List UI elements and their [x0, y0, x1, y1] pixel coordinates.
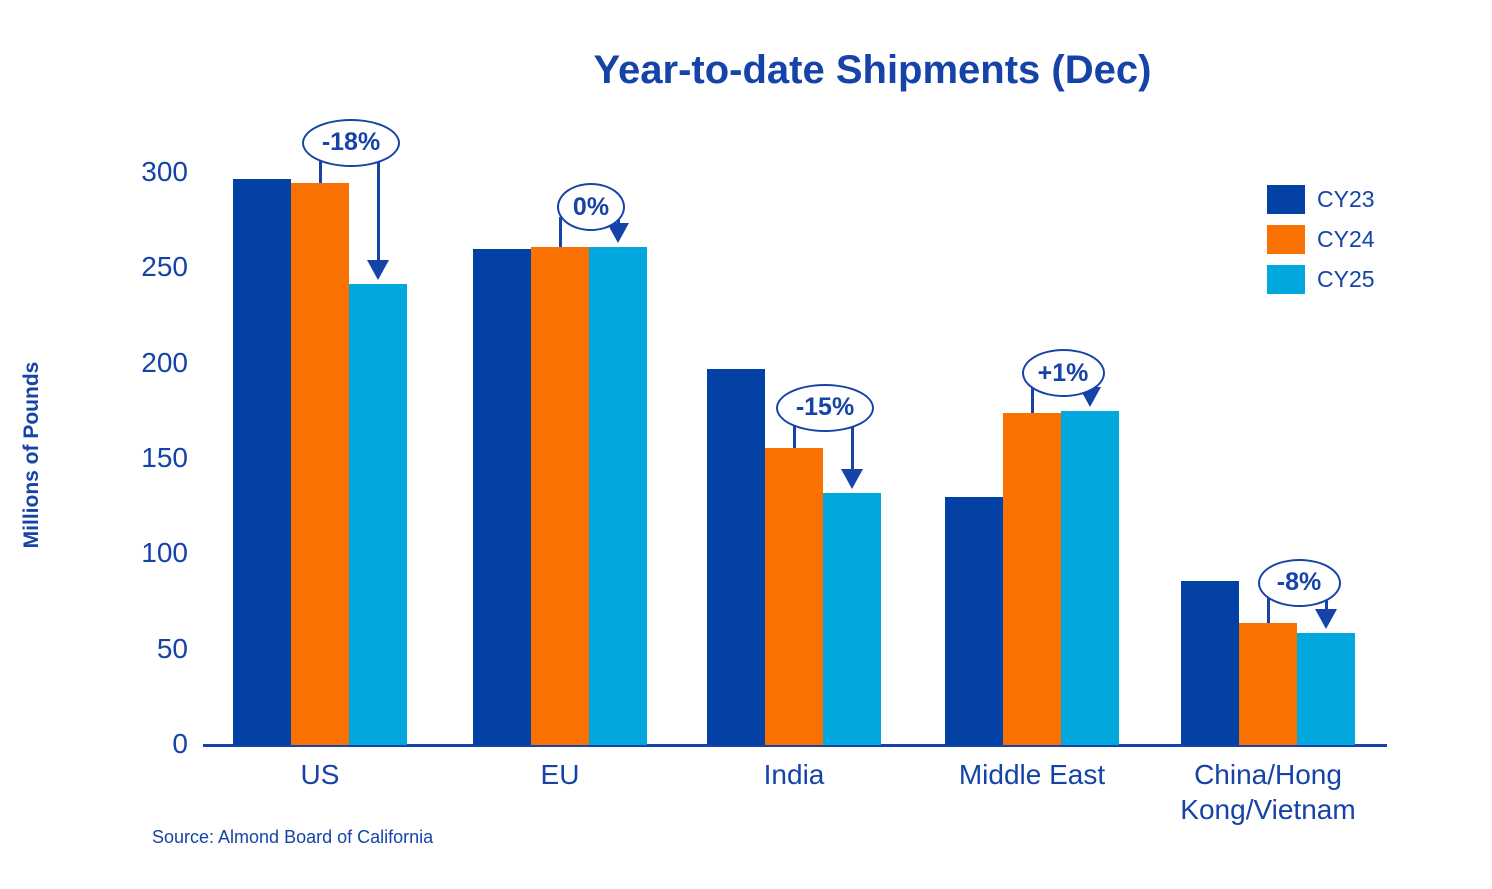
annotation-arrow-line: [376, 140, 380, 262]
bar-cy24-china-hong-kong-vietnam: [1239, 622, 1297, 745]
bar-cy25-india: [823, 493, 881, 745]
annotation-arrowhead-icon: [367, 259, 389, 280]
bar-cy24-us: [291, 182, 349, 745]
bar-cy25-middle-east: [1061, 411, 1119, 745]
annotation-arrowhead-icon: [607, 223, 629, 244]
bar-cy23-china-hong-kong-vietnam: [1181, 581, 1239, 745]
annotation-oval: -18%: [302, 118, 400, 167]
legend-swatch-cy23: [1267, 185, 1305, 214]
x-axis-category-label: China/Hong Kong/Vietnam: [1180, 759, 1356, 825]
source-note: Source: Almond Board of California: [152, 827, 434, 847]
annotation-leader-line: [1030, 383, 1034, 414]
legend-label: CY25: [1317, 266, 1375, 292]
chart-title: Year-to-date Shipments (Dec): [593, 48, 1152, 92]
y-tick-label: 0: [172, 728, 188, 759]
y-tick-label: 100: [141, 537, 188, 569]
bar-cy25-china-hong-kong-vietnam: [1297, 632, 1355, 745]
legend-item: CY23: [1267, 185, 1375, 214]
bar-cy25-us: [349, 283, 407, 745]
annotation-leader-line: [1266, 592, 1270, 623]
annotation-arrowhead-icon: [1315, 608, 1337, 629]
bar-cy24-eu: [531, 247, 589, 745]
annotation-leader-line: [558, 217, 562, 248]
legend-item: CY24: [1267, 225, 1375, 254]
legend-label: CY23: [1317, 186, 1375, 212]
y-tick-label: 200: [141, 346, 188, 378]
bar-cy23-india: [707, 369, 765, 745]
x-axis-category-label: India: [763, 759, 825, 790]
y-tick-label: 300: [141, 156, 188, 187]
annotation-oval: 0%: [557, 183, 625, 232]
legend-label: CY24: [1317, 226, 1375, 252]
bar-cy23-eu: [473, 249, 531, 745]
y-tick-label: 50: [156, 632, 188, 664]
bar-cy24-middle-east: [1003, 413, 1061, 745]
legend-swatch-cy25: [1267, 265, 1305, 294]
legend: CY23 CY24 CY25: [1267, 185, 1375, 305]
annotation-leader-line: [318, 152, 322, 183]
annotation-oval: -8%: [1257, 558, 1341, 607]
annotation-oval: +1%: [1021, 349, 1105, 398]
y-tick-label: 250: [141, 251, 188, 283]
annotation-leader-line: [792, 417, 796, 448]
bar-cy24-india: [765, 447, 823, 745]
y-tick-label: 150: [141, 442, 188, 473]
bar-cy23-us: [233, 178, 291, 745]
legend-swatch-cy24: [1267, 225, 1305, 254]
x-axis-category-label: Middle East: [958, 759, 1106, 790]
y-axis-label: Millions of Pounds: [20, 361, 43, 549]
x-axis-category-label: US: [300, 759, 340, 790]
bar-cy23-middle-east: [945, 497, 1003, 745]
x-axis-line: [203, 744, 1387, 747]
annotation-arrow-line: [850, 405, 854, 472]
x-axis-category-label: EU: [540, 759, 580, 790]
bar-cy25-eu: [589, 247, 647, 745]
annotation-arrowhead-icon: [841, 469, 863, 490]
legend-item: CY25: [1267, 265, 1375, 294]
annotation-oval: -15%: [776, 383, 874, 432]
